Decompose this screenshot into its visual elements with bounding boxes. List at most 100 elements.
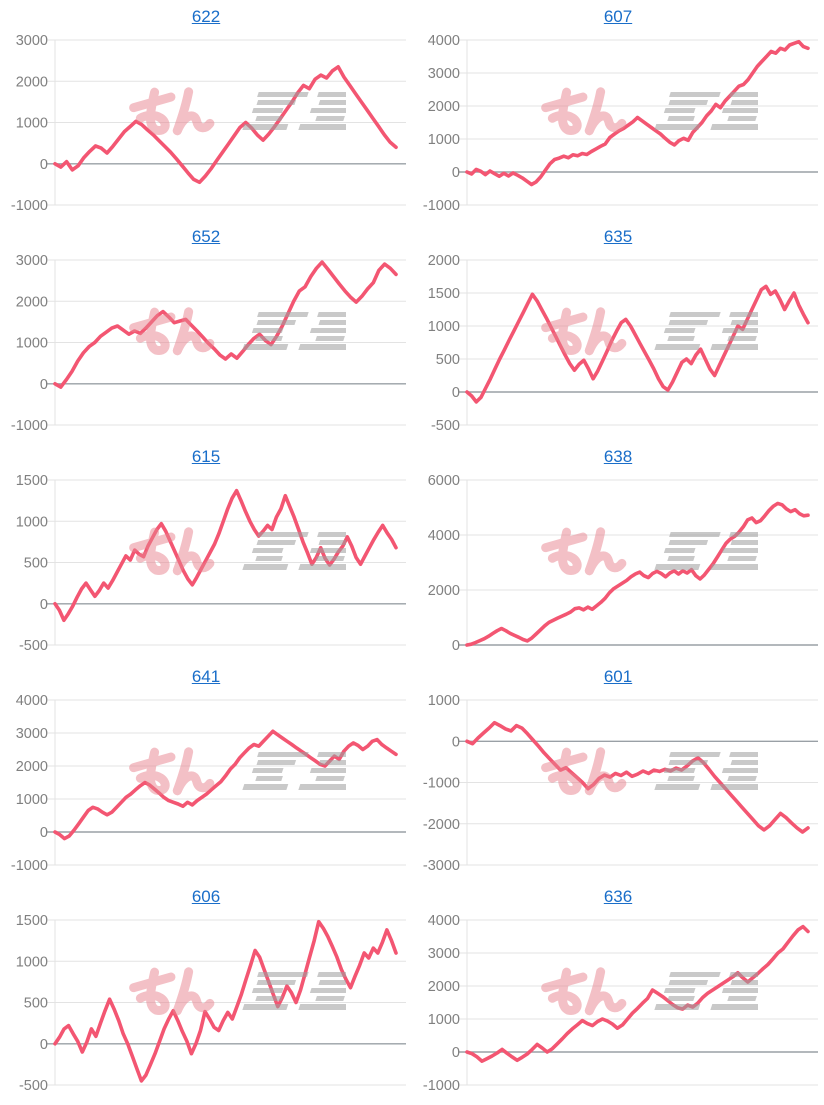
chart-canvas: 6000 4000 2000 0: [428, 474, 818, 654]
y-tick-label: 3000: [428, 946, 460, 962]
y-tick-label: 2000: [428, 979, 460, 995]
y-tick-label: -2000: [423, 817, 460, 833]
y-tick-label: -1000: [11, 198, 48, 214]
y-tick-label: 0: [452, 734, 460, 750]
chart-canvas: 4000 3000 2000 1000 0 -1000: [11, 694, 406, 874]
chart-plot: 4000 3000 2000 1000 0 -1000: [412, 914, 824, 1100]
chart-title: 638: [412, 440, 824, 474]
chart-plot: 3000 2000 1000 0 -1000: [0, 254, 412, 440]
chart-title: 606: [0, 880, 412, 914]
y-tick-label: -500: [19, 1078, 48, 1094]
chart-cell: 622 3000 2000 1000 0 -1000: [0, 0, 412, 220]
y-tick-label: 4000: [16, 694, 48, 709]
chart-canvas: 3000 2000 1000 0 -1000: [11, 34, 406, 214]
chart-title-link[interactable]: 601: [603, 667, 633, 686]
chart-title-link[interactable]: 635: [603, 227, 633, 246]
y-tick-label: 1000: [428, 132, 460, 148]
chart-title: 652: [0, 220, 412, 254]
y-tick-label: -500: [19, 638, 48, 654]
y-tick-label: -1000: [11, 418, 48, 434]
chart-canvas: 1500 1000 500 0 -500: [16, 914, 406, 1094]
y-tick-label: 3000: [16, 34, 48, 49]
chart-title-link[interactable]: 638: [603, 447, 633, 466]
chart-title-link[interactable]: 607: [603, 7, 633, 26]
chart-plot: 4000 3000 2000 1000 0 -1000: [0, 694, 412, 880]
chart-title: 635: [412, 220, 824, 254]
y-tick-label: 1000: [16, 792, 48, 808]
chart-plot: 2000 1500 1000 500 0 -500: [412, 254, 824, 440]
chart-cell: 607 4000 3000 2000 1000 0 -1000: [412, 0, 824, 220]
chart-plot: 3000 2000 1000 0 -1000: [0, 34, 412, 220]
chart-title: 607: [412, 0, 824, 34]
y-tick-label: 4000: [428, 914, 460, 929]
chart-plot: 1500 1000 500 0 -500: [0, 474, 412, 660]
y-tick-label: 2000: [16, 74, 48, 90]
y-tick-label: 3000: [16, 726, 48, 742]
chart-title-link[interactable]: 652: [191, 227, 221, 246]
y-tick-label: 3000: [16, 254, 48, 269]
series-line: [465, 924, 810, 1063]
chart-cell: 635 2000 1500 1000 500 0 -500: [412, 220, 824, 440]
y-tick-label: 0: [452, 1045, 460, 1061]
y-tick-label: 0: [40, 597, 48, 613]
chart-plot: 6000 4000 2000 0: [412, 474, 824, 660]
y-tick-label: 1500: [428, 286, 460, 302]
chart-title-link[interactable]: 636: [603, 887, 633, 906]
y-tick-label: 0: [40, 377, 48, 393]
series-line: [53, 488, 398, 623]
y-tick-label: 6000: [428, 474, 460, 489]
y-tick-label: 1000: [428, 1012, 460, 1028]
chart-canvas: 4000 3000 2000 1000 0 -1000: [423, 914, 818, 1094]
chart-canvas: 4000 3000 2000 1000 0 -1000: [423, 34, 818, 214]
y-tick-label: 0: [452, 165, 460, 181]
y-tick-label: 1000: [16, 336, 48, 352]
y-tick-label: 0: [40, 1037, 48, 1053]
series-line: [53, 919, 398, 1083]
series-line: [53, 260, 398, 389]
y-tick-label: 0: [452, 638, 460, 654]
y-tick-label: 0: [40, 825, 48, 841]
y-tick-label: -1000: [423, 776, 460, 792]
y-tick-label: 4000: [428, 528, 460, 544]
chart-title: 615: [0, 440, 412, 474]
y-tick-label: 1500: [16, 914, 48, 929]
chart-cell: 615 1500 1000 500 0 -500: [0, 440, 412, 660]
chart-canvas: 1000 0 -1000 -2000 -3000: [423, 694, 818, 874]
y-tick-label: 500: [24, 996, 48, 1012]
y-tick-label: 3000: [428, 66, 460, 82]
chart-canvas: 2000 1500 1000 500 0 -500: [428, 254, 818, 434]
chart-cell: 636 4000 3000 2000 1000 0 -1000: [412, 880, 824, 1105]
chart-cell: 638 6000 4000 2000 0: [412, 440, 824, 660]
y-tick-label: 2000: [16, 759, 48, 775]
chart-title-link[interactable]: 606: [191, 887, 221, 906]
chart-cell: 641 4000 3000 2000 1000 0 -1000: [0, 660, 412, 880]
y-tick-label: 4000: [428, 34, 460, 49]
chart-title: 622: [0, 0, 412, 34]
y-tick-label: -1000: [423, 198, 460, 214]
chart-cell: 652 3000 2000 1000 0 -1000: [0, 220, 412, 440]
y-tick-label: -1000: [11, 858, 48, 874]
y-tick-label: 0: [452, 385, 460, 401]
y-tick-label: -3000: [423, 858, 460, 874]
series-line: [465, 39, 810, 187]
chart-title-link[interactable]: 622: [191, 7, 221, 26]
chart-plot: 1500 1000 500 0 -500: [0, 914, 412, 1100]
chart-title: 641: [0, 660, 412, 694]
chart-title-link[interactable]: 641: [191, 667, 221, 686]
y-tick-label: 1000: [428, 694, 460, 709]
chart-canvas: 3000 2000 1000 0 -1000: [11, 254, 406, 434]
series-line: [465, 501, 810, 647]
chart-plot: 4000 3000 2000 1000 0 -1000: [412, 34, 824, 220]
y-tick-label: 2000: [428, 99, 460, 115]
y-tick-label: 2000: [16, 294, 48, 310]
y-tick-label: 2000: [428, 583, 460, 599]
series-line: [53, 729, 398, 841]
y-tick-label: 500: [436, 352, 460, 368]
y-tick-label: 2000: [428, 254, 460, 269]
chart-title: 636: [412, 880, 824, 914]
chart-cell: 601 1000 0 -1000 -2000 -3000: [412, 660, 824, 880]
chart-title-link[interactable]: 615: [191, 447, 221, 466]
series-line: [53, 64, 398, 185]
y-tick-label: 1500: [16, 474, 48, 489]
